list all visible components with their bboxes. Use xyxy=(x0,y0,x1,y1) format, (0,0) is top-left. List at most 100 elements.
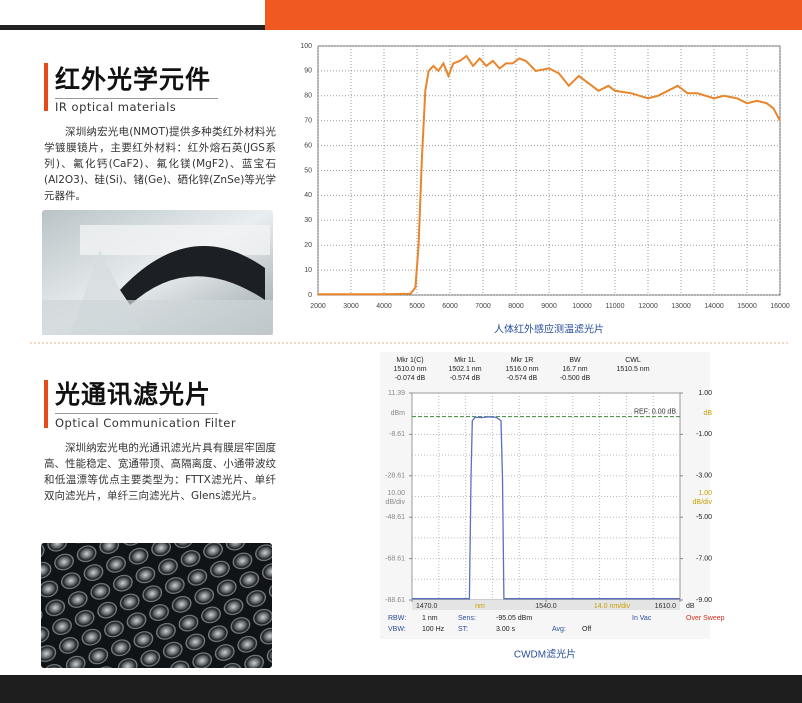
x-tick-label: 5000 xyxy=(409,303,425,310)
y-tick-label: 60 xyxy=(304,142,312,149)
bottom-band xyxy=(0,675,802,703)
readout: Mkr 1(C) xyxy=(396,357,423,364)
readout: 1510.5 nm xyxy=(616,366,649,373)
x-tick-label: 1470.0 xyxy=(416,603,438,610)
x-tick-label: 1610.0 xyxy=(655,603,677,610)
section-body: 深圳纳宏光电(NMOT)提供多种类红外材料光学镀膜镜片，主要红外材料：红外熔石英… xyxy=(44,126,276,202)
setting: 3.00 s xyxy=(496,626,516,633)
y-label: dBm xyxy=(391,410,406,417)
y2-tick-label: -3.00 xyxy=(696,473,712,480)
y-scale: 10.00 xyxy=(387,490,405,497)
section-subtitle: Optical Communication Filter xyxy=(55,416,237,430)
setting: RBW: xyxy=(388,615,406,622)
x-tick-label: 11000 xyxy=(606,303,625,310)
readout: Mkr 1R xyxy=(511,357,534,364)
y-tick-label: 50 xyxy=(304,167,312,174)
x-tick-label: 6000 xyxy=(442,303,458,310)
section-title: 光通讯滤光片 xyxy=(55,380,212,409)
y2-label: dB xyxy=(703,410,712,417)
x-tick-label: 14000 xyxy=(704,303,724,310)
setting: ST: xyxy=(458,626,468,633)
x-tick-label: 15000 xyxy=(737,303,757,310)
y-scale: dB/div xyxy=(386,499,406,506)
setting: Sens: xyxy=(458,615,476,622)
section-body: 深圳纳宏光电的光通讯滤光片具有膜层牢固度高、性能稳定、宽通带顶、高隔离度、小通带… xyxy=(44,442,276,502)
readout: -0.500 dB xyxy=(560,375,591,382)
x-tick-label: 7000 xyxy=(475,303,491,310)
readout: CWL xyxy=(625,357,641,364)
rule xyxy=(55,413,218,414)
readout: -0.574 dB xyxy=(450,375,481,382)
y-tick-label: 10 xyxy=(304,267,312,274)
setting: Over Sweep xyxy=(686,615,725,622)
y-tick-label: -88.61 xyxy=(385,597,405,604)
y-tick-label: -8.61 xyxy=(389,431,405,438)
x-tick-label: 4000 xyxy=(376,303,392,310)
x-tick-label: 3000 xyxy=(343,303,359,310)
y-tick-label: 100 xyxy=(300,43,312,50)
y-tick-label: 70 xyxy=(304,118,312,125)
readout: 1510.0 nm xyxy=(393,366,426,373)
x-unit: nm xyxy=(475,603,485,610)
osa-frame xyxy=(380,352,710,639)
setting: Avg: xyxy=(552,626,566,633)
setting: In Vac xyxy=(632,615,652,622)
setting: 100 Hz xyxy=(422,626,445,633)
x-tick-label: 13000 xyxy=(671,303,691,310)
x-tick-label: 1540.0 xyxy=(535,603,557,610)
y2-tick-label: -7.00 xyxy=(696,555,712,562)
y2-scale: dB/div xyxy=(693,499,713,506)
photo-lenses xyxy=(41,543,272,668)
x-tick-label: 9000 xyxy=(541,303,557,310)
x-div: 14.0 nm/div xyxy=(594,603,631,610)
readout: 16.7 nm xyxy=(562,366,587,373)
y-tick-label: 90 xyxy=(304,68,312,75)
y-tick-label: 40 xyxy=(304,192,312,199)
x-tick-label: 16000 xyxy=(770,303,790,310)
readout: 1516.0 nm xyxy=(505,366,538,373)
setting: -95.05 dBm xyxy=(496,615,532,622)
chart-caption: CWDM滤光片 xyxy=(514,648,576,661)
x-tick-label: 10000 xyxy=(572,303,592,310)
readout: 1502.1 nm xyxy=(448,366,481,373)
readout: BW xyxy=(569,357,581,364)
reference-label: REF: 0.00 dB xyxy=(634,408,676,415)
top-band xyxy=(265,0,802,30)
x-tick-label: 12000 xyxy=(638,303,658,310)
y2-scale: 1.00 xyxy=(698,490,712,497)
section-title: 红外光学元件 xyxy=(55,65,212,94)
accent xyxy=(44,380,48,428)
y-tick-label: 80 xyxy=(304,93,312,100)
x-tick-label: 2000 xyxy=(310,303,326,310)
chart-caption: 人体红外感应测温滤光片 xyxy=(494,323,604,336)
setting: Off xyxy=(582,626,591,633)
y-tick-label: -48.61 xyxy=(385,514,405,521)
section-subtitle: IR optical materials xyxy=(55,100,177,114)
y2-tick-label: -5.00 xyxy=(696,514,712,521)
y-tick-label: 0 xyxy=(308,292,312,299)
y-tick-label: 20 xyxy=(304,242,312,249)
readout: -0.074 dB xyxy=(395,375,426,382)
data-line xyxy=(412,416,680,600)
top-line xyxy=(0,25,265,30)
accent xyxy=(44,63,48,111)
x-end: dB xyxy=(686,603,695,610)
y-tick-label: -68.61 xyxy=(385,555,405,562)
y-tick-label: 30 xyxy=(304,217,312,224)
y-tick-label: -28.61 xyxy=(385,473,405,480)
x-tick-label: 8000 xyxy=(508,303,524,310)
readout: -0.574 dB xyxy=(507,375,538,382)
y2-tick-label: -9.00 xyxy=(696,597,712,604)
data-line xyxy=(318,54,781,296)
y2-tick-label: 1.00 xyxy=(698,390,712,397)
y-tick-label: 11.39 xyxy=(388,390,405,397)
photo-ir xyxy=(42,210,273,335)
setting: VBW: xyxy=(388,626,406,633)
readout: Mkr 1L xyxy=(454,357,476,364)
setting: 1 nm xyxy=(422,615,438,622)
y2-tick-label: -1.00 xyxy=(696,431,712,438)
rule xyxy=(55,98,218,99)
